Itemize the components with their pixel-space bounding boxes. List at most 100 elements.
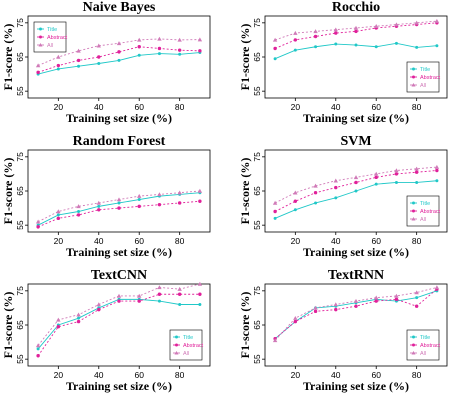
x-tick-label: 40 <box>331 236 341 246</box>
y-tick-label: 55 <box>252 86 262 96</box>
point-title <box>137 53 141 57</box>
point-title <box>137 198 141 202</box>
legend-marker-abstract <box>412 343 415 347</box>
legend-label-abstract: Abstract <box>420 343 441 349</box>
point-title <box>157 52 161 56</box>
legend-marker-all <box>174 351 179 355</box>
y-tick-label: 75 <box>252 18 262 28</box>
x-tick-label: 60 <box>134 236 144 246</box>
chart-title: TextRNN <box>328 268 384 283</box>
point-abstract <box>394 297 399 302</box>
point-abstract <box>313 191 318 195</box>
point-all <box>197 281 203 286</box>
y-tick-label: 65 <box>252 320 262 330</box>
point-all <box>177 190 182 195</box>
legend: Title Abstract All <box>406 61 441 93</box>
point-abstract <box>76 58 81 63</box>
point-all <box>116 293 122 298</box>
x-axis-label: Training set size (%) <box>303 379 409 393</box>
point-title <box>56 67 60 71</box>
x-tick-label: 20 <box>54 370 64 380</box>
y-tick-label: 65 <box>252 186 262 196</box>
x-tick-label: 20 <box>291 102 301 112</box>
point-abstract <box>273 209 277 214</box>
legend-label-title: Title <box>420 67 430 73</box>
point-title <box>415 180 419 184</box>
point-all <box>313 305 318 310</box>
chart-title: TextCNN <box>91 268 147 283</box>
legend-marker-abstract <box>412 209 415 213</box>
point-all <box>116 197 122 202</box>
point-all <box>374 24 379 29</box>
point-title <box>97 204 101 208</box>
point-all <box>414 166 419 171</box>
legend-marker-title <box>412 201 415 205</box>
point-all <box>35 343 41 348</box>
point-title <box>198 303 202 306</box>
y-axis-label: F1-score (%) <box>1 24 15 91</box>
point-title <box>374 45 378 49</box>
point-all <box>197 188 203 193</box>
point-abstract <box>56 63 61 68</box>
point-all <box>35 219 41 224</box>
y-tick-label: 55 <box>15 220 25 230</box>
point-abstract <box>273 46 277 51</box>
point-title <box>77 64 81 68</box>
point-abstract <box>137 299 141 303</box>
y-tick-label: 75 <box>15 18 25 28</box>
point-abstract <box>137 45 141 49</box>
point-abstract <box>36 70 40 75</box>
point-all <box>197 37 203 42</box>
point-abstract <box>198 292 202 296</box>
point-abstract <box>157 46 162 51</box>
plot-frame <box>27 149 211 233</box>
point-title <box>354 43 358 47</box>
point-title <box>314 45 318 49</box>
point-abstract <box>137 204 141 209</box>
point-abstract <box>36 354 40 358</box>
x-tick-label: 20 <box>291 236 301 246</box>
point-all <box>56 209 61 214</box>
chart-title: SVM <box>340 134 371 149</box>
point-title <box>77 210 81 213</box>
y-axis-label: F1-score (%) <box>1 292 15 359</box>
point-all <box>177 286 182 291</box>
point-abstract <box>313 309 318 314</box>
point-all <box>76 312 81 317</box>
point-abstract <box>313 34 318 39</box>
series-line-abstract <box>37 200 200 228</box>
point-abstract <box>414 170 419 174</box>
x-tick-label: 80 <box>175 370 185 380</box>
point-all <box>272 338 278 343</box>
legend-marker-abstract <box>412 75 415 79</box>
legend-label-abstract: Abstract <box>420 75 441 81</box>
point-all <box>374 295 379 300</box>
point-abstract <box>293 319 298 324</box>
point-all <box>96 200 101 205</box>
legend-marker-all <box>411 83 416 87</box>
series-line-abstract <box>37 46 200 73</box>
point-abstract <box>76 213 81 217</box>
x-tick-label: 20 <box>54 236 64 246</box>
point-all <box>96 43 101 48</box>
point-title <box>415 45 419 49</box>
point-abstract <box>97 55 101 59</box>
legend: Title Abstract All <box>406 195 441 227</box>
point-all <box>313 29 318 34</box>
point-title <box>273 57 277 61</box>
point-title <box>435 44 439 48</box>
legend-marker-abstract <box>39 35 42 39</box>
legend-label-all: All <box>420 351 426 357</box>
y-tick-label: 65 <box>15 320 25 330</box>
x-tick-label: 40 <box>94 236 104 246</box>
point-abstract <box>374 299 378 303</box>
point-title <box>435 179 439 183</box>
point-abstract <box>354 304 358 308</box>
point-all <box>272 37 278 42</box>
legend-label-title: Title <box>420 201 430 207</box>
x-tick-label: 40 <box>94 102 104 112</box>
point-all <box>313 183 318 188</box>
